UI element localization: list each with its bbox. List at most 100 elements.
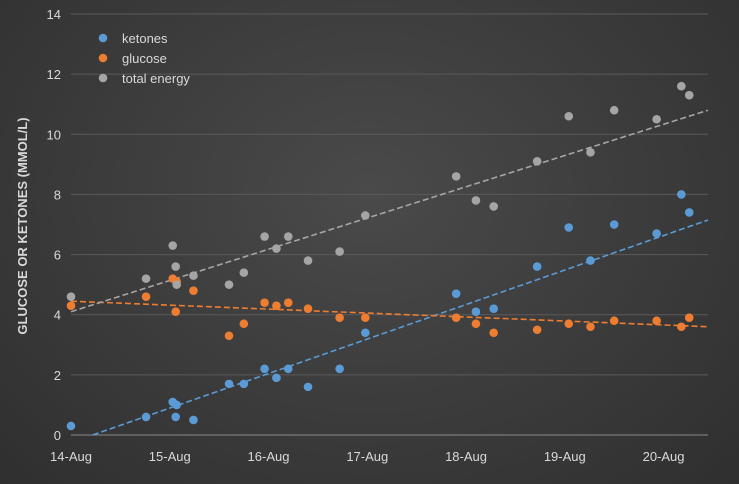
total-energy-point [652, 114, 661, 124]
glucose-point [564, 319, 574, 329]
total-energy-point [471, 196, 481, 205]
ketones-point [609, 220, 619, 229]
legend-marker-ketones [98, 33, 108, 43]
glucose-point [489, 328, 498, 338]
ketones-point [451, 289, 461, 298]
ketones-point [283, 364, 293, 374]
glucose-point [609, 316, 619, 326]
ketones-point [564, 223, 574, 232]
total-energy-point [532, 157, 542, 166]
glucose-point [652, 316, 661, 326]
x-tick-label: 15-Aug [149, 449, 191, 464]
glucose-point [451, 313, 461, 323]
total-energy-point [609, 105, 619, 115]
glucose-point [361, 313, 370, 323]
total-energy-point [283, 232, 293, 241]
total-energy-point [303, 256, 313, 265]
x-tick-label: 17-Aug [346, 449, 388, 464]
total-energy-point [489, 202, 498, 211]
ketones-point [224, 379, 234, 389]
ketones-point [684, 208, 694, 217]
ketones-point [239, 379, 249, 389]
legend-label-glucose: glucose [122, 51, 167, 66]
ketones-point [171, 412, 180, 422]
glucose-point [335, 313, 344, 323]
glucose-point [171, 307, 180, 317]
ketones-point [361, 328, 370, 338]
y-tick-label: 0 [54, 428, 61, 443]
trendlines [70, 109, 709, 436]
ketones-point [586, 256, 595, 265]
legend-label-ketones: ketones [122, 31, 168, 46]
total-energy-point [168, 241, 178, 250]
glucose-point [189, 286, 198, 295]
data-points [66, 81, 694, 431]
x-tick-label: 14-Aug [50, 449, 92, 464]
total-energy-point [260, 232, 269, 241]
x-tick-label: 18-Aug [445, 449, 487, 464]
ketones-point [272, 373, 281, 383]
y-axis-ticks: 0 2 4 6 8 10 12 14 [47, 7, 61, 443]
ketones-point [172, 400, 181, 410]
ketones-point [260, 364, 269, 374]
glucose-point [471, 319, 481, 329]
legend-label-total-energy: total energy [122, 71, 190, 86]
glucose-point [66, 301, 76, 310]
x-tick-label: 20-Aug [643, 449, 685, 464]
glucose-trendline [70, 300, 709, 328]
total-energy-point [171, 262, 180, 271]
glucose-point [224, 331, 234, 341]
total-energy-point [66, 292, 76, 301]
legend-marker-glucose [98, 53, 108, 63]
y-tick-label: 8 [54, 187, 61, 202]
ketones-point [141, 412, 151, 422]
y-tick-label: 2 [54, 368, 61, 383]
total-energy-point [272, 244, 281, 253]
total-energy-point [677, 81, 686, 91]
y-tick-label: 10 [47, 127, 61, 142]
glucose-point [272, 301, 281, 310]
ketones-point [66, 421, 76, 431]
glucose-point [677, 322, 686, 332]
x-axis-ticks: 14-Aug 15-Aug 16-Aug 17-Aug 18-Aug 19-Aug 20-A… [50, 449, 684, 464]
ketones-point [489, 304, 498, 314]
total-energy-point [172, 280, 181, 289]
total-energy-point [564, 111, 574, 121]
glucose-point [303, 304, 313, 314]
glucose-point [684, 313, 694, 323]
x-tick-label: 19-Aug [544, 449, 586, 464]
total-energy-point [361, 211, 370, 220]
ketones-point [652, 229, 661, 238]
legend-marker-total-energy [98, 73, 108, 83]
glucose-point [532, 325, 542, 335]
total-energy-point [224, 280, 234, 289]
total-energy-point [335, 247, 344, 256]
glucose-point [239, 319, 249, 329]
glucose-point [283, 298, 293, 307]
ketones-point [471, 307, 481, 317]
total-energy-point [141, 274, 151, 283]
y-tick-label: 12 [47, 67, 61, 82]
glucose-point [141, 292, 151, 301]
glucose-point [260, 298, 269, 307]
legend: ketones glucose total energy [98, 31, 190, 86]
y-axis-title: GLUCOSE OR KETONES (MMOL/L) [15, 117, 30, 334]
y-tick-label: 6 [54, 248, 61, 263]
total-energy-trendline [70, 109, 709, 313]
total-energy-point [189, 271, 198, 280]
total-energy-point [451, 172, 461, 181]
y-tick-label: 14 [47, 7, 61, 22]
total-energy-point [586, 148, 595, 157]
ketones-point [189, 415, 198, 425]
y-tick-label: 4 [54, 308, 61, 323]
ketones-point [677, 190, 686, 199]
ketones-point [303, 382, 313, 392]
total-energy-point [239, 268, 249, 277]
glucose-point [586, 322, 595, 332]
ketones-point [335, 364, 344, 374]
total-energy-point [684, 90, 694, 100]
ketones-point [532, 262, 542, 271]
ketones-trendline [92, 219, 709, 436]
x-tick-label: 16-Aug [248, 449, 290, 464]
